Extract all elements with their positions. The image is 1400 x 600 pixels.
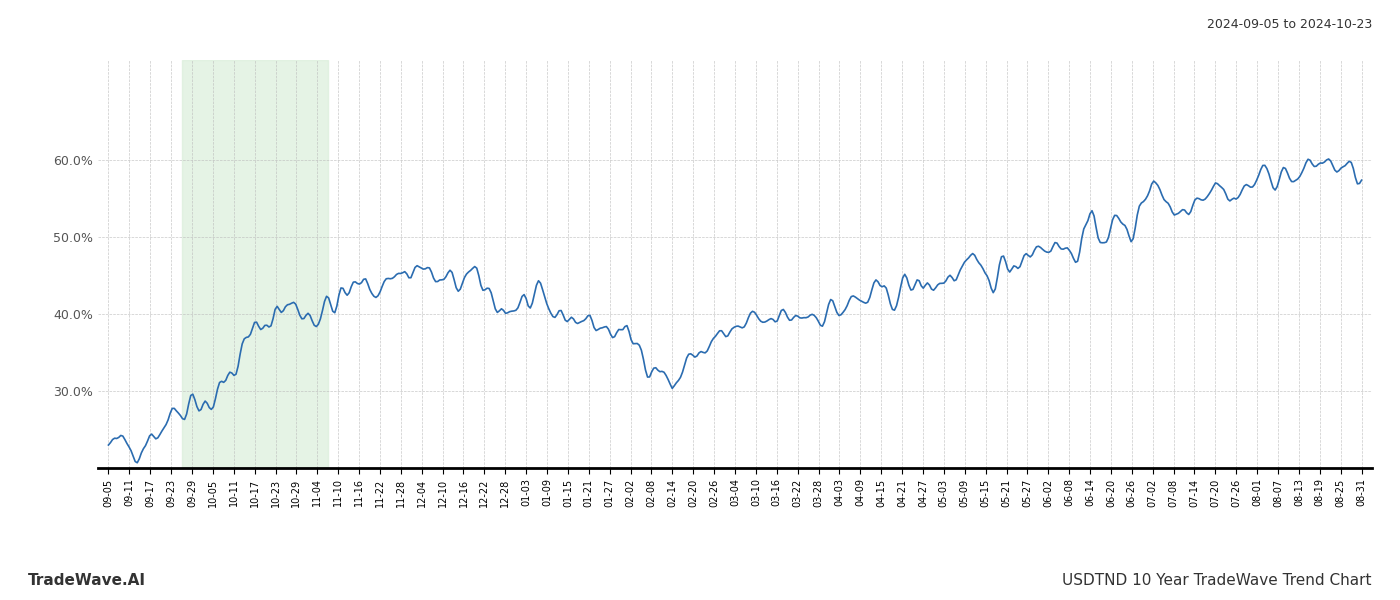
Text: 2024-09-05 to 2024-10-23: 2024-09-05 to 2024-10-23 [1207,18,1372,31]
Text: USDTND 10 Year TradeWave Trend Chart: USDTND 10 Year TradeWave Trend Chart [1063,573,1372,588]
Bar [182,60,328,468]
Text: TradeWave.AI: TradeWave.AI [28,573,146,588]
